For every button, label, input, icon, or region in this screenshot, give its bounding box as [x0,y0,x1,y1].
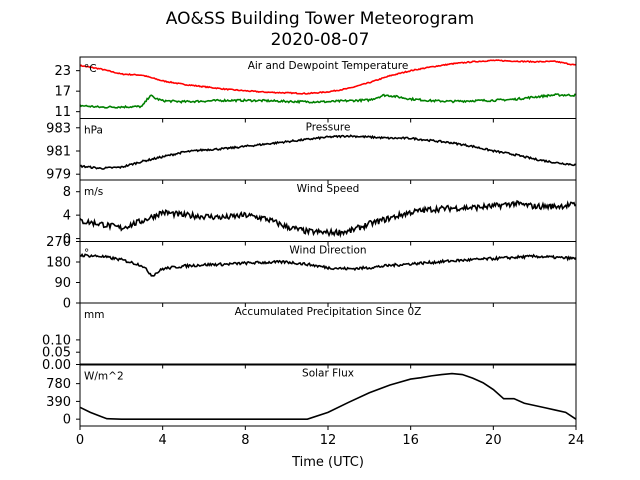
x-tick-label-0: 0 [76,433,84,448]
y-tick-label-wind_direction-0: 0 [63,297,71,312]
y-tick-label-wind_direction-3: 270 [46,235,71,250]
y-tick-label-temperature-1: 17 [54,85,71,100]
x-axis-label: Time (UTC) [291,455,364,470]
y-tick-label-wind_speed-0: 0 [63,232,71,247]
panel-precipitation: 0.000.050.10 Accumulated Precipitation Si… [42,302,577,373]
x-tick-label-2: 8 [241,433,249,448]
y-tick-label-pressure-2: 983 [46,121,71,136]
y-tick-label-temperature-2: 23 [54,64,71,79]
panel-title-wind_direction: Wind Direction [289,245,366,257]
series-line-temperature-0 [79,59,577,95]
series-line-solar_flux-0 [79,372,577,420]
x-tick-label-6: 24 [568,433,585,448]
y-tick-label-pressure-1: 981 [46,144,71,159]
panel-unit-precipitation: mm [84,309,104,321]
y-tick-label-wind_speed-2: 8 [63,185,71,200]
y-tick-label-solar_flux-0: 0 [63,413,71,428]
panel-title-precipitation: Accumulated Precipitation Since 0Z [235,306,422,318]
panel-unit-wind_direction: ° [84,248,89,260]
y-tick-label-wind_speed-1: 4 [63,209,71,224]
figure-title-line2: 2020-08-07 [271,30,370,50]
panel-unit-pressure: hPa [84,125,103,137]
panel-unit-wind_speed: m/s [84,186,103,198]
panel-title-pressure: Pressure [306,122,351,134]
series-line-pressure-0 [79,134,577,170]
y-tick-label-precipitation-0: 0.00 [42,358,71,373]
y-tick-label-temperature-0: 11 [54,105,71,120]
panel-title-solar_flux: Solar Flux [302,368,354,380]
y-tick-label-wind_direction-1: 90 [54,276,71,291]
x-tick-label-5: 20 [485,433,502,448]
y-tick-label-solar_flux-2: 780 [46,377,71,392]
y-tick-label-precipitation-2: 0.10 [42,333,71,348]
panel-unit-solar_flux: W/m^2 [84,371,124,383]
y-tick-label-pressure-0: 979 [46,168,71,183]
panel-title-wind_speed: Wind Speed [297,183,360,195]
panel-title-temperature: Air and Dewpoint Temperature [248,60,409,72]
panel-unit-temperature: °C [84,63,97,75]
series-line-wind_direction-0 [79,253,577,277]
series-line-wind_speed-0 [79,199,577,239]
y-tick-label-solar_flux-1: 390 [46,395,71,410]
figure-title-line1: AO&SS Building Tower Meteorogram [166,9,474,29]
panel-solar_flux: 0 390 780 Solar Flux W/m^2 0 4 8 12 16 20 24 [46,364,585,448]
y-tick-label-wind_direction-2: 180 [46,256,71,271]
x-tick-label-4: 16 [402,433,419,448]
x-tick-label-3: 12 [320,433,337,448]
y-tick-label-precipitation-1: 0.05 [42,346,71,361]
series-line-temperature-1 [79,93,577,109]
panel-wind_direction: 0 90 180 270 Wind Direction ° [46,235,577,312]
panel-pressure: 979 981 983 Pressure hPa [46,118,577,184]
panel-wind_speed: 0 4 8 Wind Speed m/s [63,179,577,247]
panel-temperature: 11 17 23 Air and Dewpoint Temperature °C [54,56,577,123]
x-tick-label-1: 4 [159,433,167,448]
